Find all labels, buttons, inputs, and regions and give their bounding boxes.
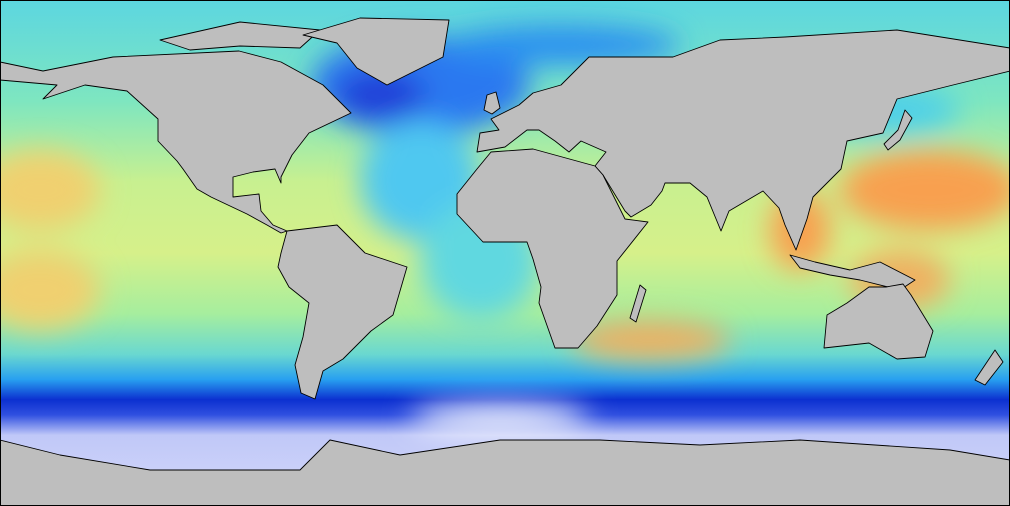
indonesia [789, 254, 916, 291]
ocean-anomalies [0, 25, 1010, 432]
uk [483, 91, 501, 115]
land [0, 17, 1010, 506]
greenland [302, 17, 450, 86]
new-zealand [974, 349, 1004, 386]
eurasia [476, 29, 1010, 251]
north-america [0, 50, 352, 234]
japan [883, 109, 913, 151]
madagascar [629, 284, 647, 323]
australia [823, 283, 934, 360]
africa [456, 148, 649, 349]
arctic-islands [159, 21, 321, 51]
south-america [277, 224, 408, 400]
antarctica [0, 439, 1010, 506]
